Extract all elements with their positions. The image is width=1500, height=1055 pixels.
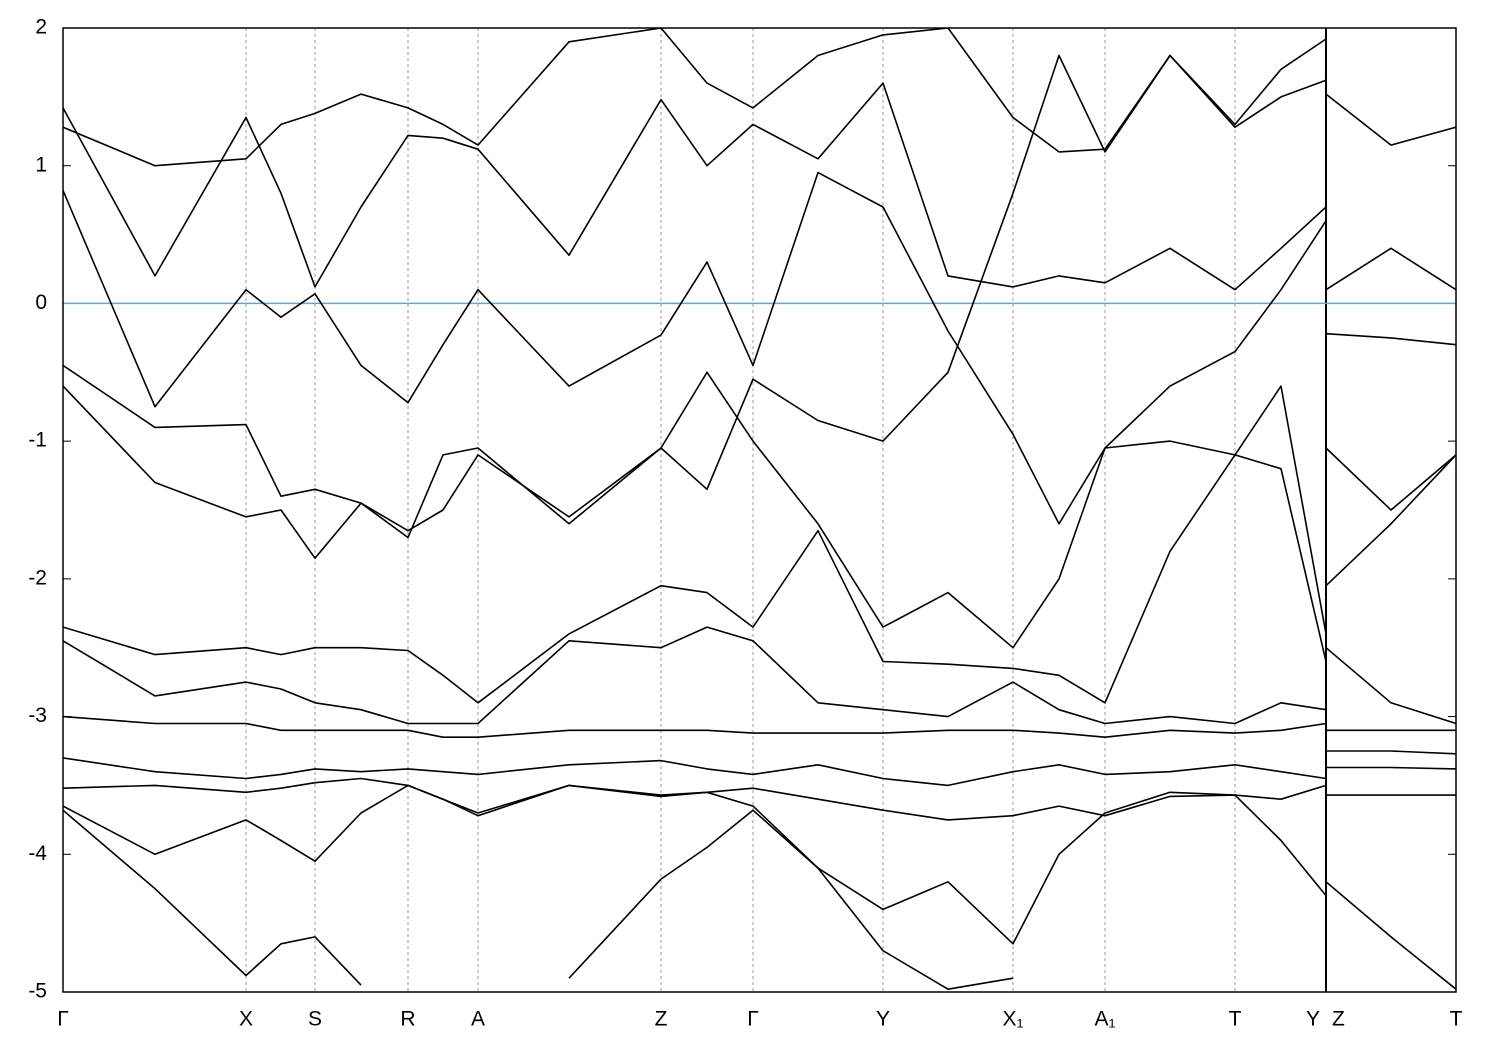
band-line <box>63 371 1456 649</box>
x-tick-label: Γ <box>747 1008 759 1031</box>
x-tick-label: Z <box>1332 1008 1345 1031</box>
band-line <box>63 38 1456 539</box>
band-line <box>63 715 1456 755</box>
band-line <box>63 777 1456 821</box>
band-line <box>63 454 1456 725</box>
x-tick-label: Y <box>876 1008 890 1031</box>
x-tick-label: Γ <box>57 1008 69 1031</box>
band-line <box>63 809 1014 990</box>
y-tick-label: -4 <box>28 842 47 865</box>
band-line <box>63 626 1456 732</box>
x-tick-label: R <box>400 1008 415 1031</box>
x-tick-label: A₁ <box>1094 1008 1115 1031</box>
x-tick-label: T <box>1450 1008 1463 1031</box>
y-tick-label: 1 <box>35 153 47 176</box>
y-tick-label: 0 <box>35 291 47 314</box>
x-tick-label: X <box>239 1008 253 1031</box>
x-tick-label: A <box>471 1008 485 1031</box>
band-line <box>63 28 1456 291</box>
x-tick-label: S <box>308 1008 322 1031</box>
band-line <box>63 171 1456 525</box>
x-tick-label: Z <box>655 1008 668 1031</box>
bands <box>63 28 1456 990</box>
y-tick-label: -2 <box>28 566 47 589</box>
band-line <box>63 784 1456 990</box>
x-tick-label: Y <box>1306 1008 1320 1031</box>
x-tick-label: X₁ <box>1002 1008 1023 1031</box>
band-line <box>63 82 1456 291</box>
y-tick-label: -3 <box>28 704 47 727</box>
x-tick-label: T <box>1229 1008 1242 1031</box>
plot-frame <box>62 27 1457 993</box>
y-tick-label: -5 <box>28 980 47 1003</box>
y-tick-label: -1 <box>28 429 47 452</box>
band-line <box>63 757 1456 787</box>
y-tick-label: 2 <box>35 16 47 39</box>
